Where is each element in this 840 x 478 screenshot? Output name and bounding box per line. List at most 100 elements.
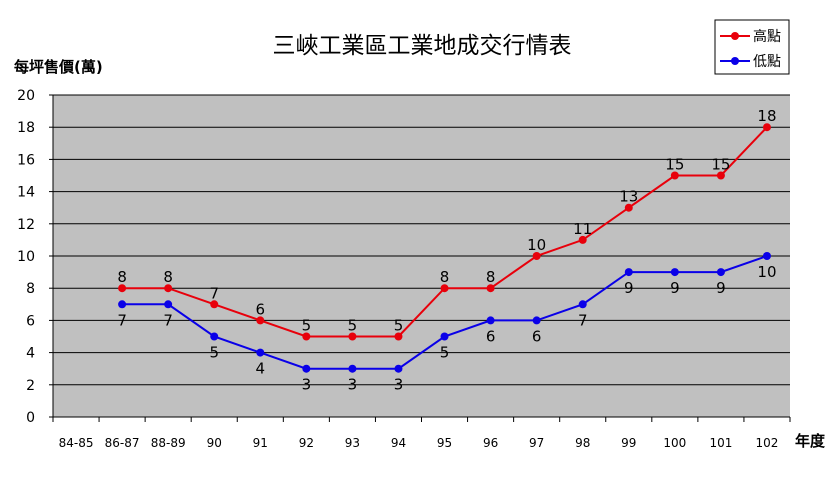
legend-box bbox=[714, 19, 790, 75]
legend-marker-low bbox=[731, 57, 739, 65]
data-label: 10 bbox=[527, 236, 546, 254]
data-point bbox=[394, 364, 403, 373]
chart-title: 三峽工業區工業地成交行情表 bbox=[273, 33, 572, 59]
x-tick-label: 88-89 bbox=[151, 436, 186, 450]
x-tick-label: 91 bbox=[253, 436, 268, 450]
y-tick-label: 10 bbox=[17, 249, 35, 265]
data-point bbox=[486, 316, 495, 325]
data-point bbox=[164, 284, 173, 293]
data-point bbox=[348, 332, 357, 341]
data-label: 8 bbox=[117, 268, 127, 286]
data-label: 15 bbox=[665, 156, 684, 174]
data-label: 8 bbox=[486, 268, 496, 286]
data-label: 7 bbox=[163, 311, 173, 329]
data-point bbox=[440, 332, 449, 341]
data-label: 6 bbox=[532, 327, 542, 345]
data-label: 11 bbox=[573, 220, 592, 238]
data-point bbox=[210, 300, 219, 309]
data-point bbox=[532, 316, 541, 325]
x-tick-label: 100 bbox=[663, 436, 686, 450]
legend-label-high: 高點 bbox=[753, 28, 781, 45]
x-tick-label: 97 bbox=[529, 436, 544, 450]
data-label: 15 bbox=[711, 156, 730, 174]
data-point bbox=[440, 284, 449, 293]
data-point bbox=[716, 171, 725, 180]
data-point bbox=[670, 268, 679, 277]
data-label: 3 bbox=[302, 376, 312, 394]
x-ticks: 84-85 86-87 88-89 90 91 92 93 94 95 96 97 98 99 100 10… bbox=[52, 417, 791, 450]
x-tick-label: 96 bbox=[483, 436, 498, 450]
y-tick-label: 14 bbox=[17, 185, 35, 201]
y-axis-label: 每坪售價(萬) bbox=[14, 58, 103, 76]
data-point bbox=[624, 268, 633, 277]
data-label: 9 bbox=[670, 279, 680, 297]
data-point bbox=[256, 316, 265, 325]
data-point bbox=[624, 203, 633, 212]
y-tick-label: 16 bbox=[17, 152, 35, 168]
x-tick-label: 101 bbox=[709, 436, 732, 450]
x-tick-label: 95 bbox=[437, 436, 452, 450]
data-point bbox=[532, 252, 541, 260]
data-point bbox=[164, 300, 173, 309]
y-tick-label: 0 bbox=[26, 410, 35, 426]
data-label: 6 bbox=[486, 327, 496, 345]
data-label: 9 bbox=[716, 279, 726, 297]
series-group: 8 8 7 6 5 5 5 8 8 10 11 13 15 15 18 7 7 5 4 3 3 3 5 6 6 7 9 9 9 10 bbox=[117, 107, 776, 394]
x-tick-label: 84-85 bbox=[59, 436, 94, 450]
x-tick-label: 92 bbox=[299, 436, 314, 450]
series-low: 7 7 5 4 3 3 3 5 6 6 7 9 9 9 10 bbox=[117, 252, 777, 394]
data-point bbox=[486, 284, 495, 293]
data-point bbox=[256, 348, 265, 357]
data-point bbox=[302, 332, 311, 341]
data-point bbox=[302, 364, 311, 373]
x-axis-label: 年度 bbox=[795, 432, 826, 450]
data-label: 7 bbox=[578, 311, 588, 329]
y-tick-label: 8 bbox=[26, 281, 35, 297]
x-tick-label: 94 bbox=[391, 436, 406, 450]
data-label: 9 bbox=[624, 279, 634, 297]
y-tick-label: 4 bbox=[26, 346, 35, 362]
legend-marker-high bbox=[731, 32, 739, 40]
y-tick-label: 12 bbox=[17, 217, 35, 233]
data-label: 5 bbox=[348, 317, 358, 335]
data-label: 5 bbox=[209, 344, 219, 362]
data-label: 7 bbox=[117, 311, 127, 329]
legend: 高點 低點 bbox=[714, 19, 790, 75]
y-tick-label: 2 bbox=[26, 378, 35, 394]
data-label: 6 bbox=[256, 300, 266, 318]
data-point bbox=[210, 332, 219, 341]
x-tick-label: 102 bbox=[756, 436, 779, 450]
y-tick-label: 20 bbox=[17, 88, 35, 104]
y-ticks: 0 2 4 6 8 10 12 14 16 18 20 bbox=[17, 88, 53, 426]
x-tick-label: 86-87 bbox=[105, 436, 140, 450]
x-tick-label: 90 bbox=[207, 436, 222, 450]
x-tick-label: 93 bbox=[345, 436, 360, 450]
data-label: 5 bbox=[394, 317, 404, 335]
data-label: 10 bbox=[757, 263, 776, 281]
data-label: 7 bbox=[209, 284, 219, 302]
series-high: 8 8 7 6 5 5 5 8 8 10 11 13 15 15 18 bbox=[117, 107, 777, 341]
data-point bbox=[118, 284, 127, 293]
data-point bbox=[762, 252, 771, 260]
data-label: 3 bbox=[348, 376, 358, 394]
x-tick-label: 99 bbox=[621, 436, 636, 450]
data-label: 5 bbox=[440, 344, 450, 362]
data-point bbox=[762, 123, 771, 132]
data-label: 8 bbox=[440, 268, 450, 286]
y-tick-label: 18 bbox=[17, 120, 35, 136]
legend-label-low: 低點 bbox=[753, 54, 781, 70]
data-label: 13 bbox=[619, 188, 638, 206]
data-point bbox=[118, 300, 127, 309]
data-label: 3 bbox=[394, 376, 404, 394]
data-label: 8 bbox=[163, 268, 173, 286]
data-point bbox=[348, 364, 357, 373]
data-label: 18 bbox=[757, 107, 776, 125]
x-tick-label: 98 bbox=[575, 436, 590, 450]
data-point bbox=[716, 268, 725, 277]
data-label: 4 bbox=[256, 360, 266, 378]
data-point bbox=[394, 332, 403, 341]
data-label: 5 bbox=[302, 317, 312, 335]
y-tick-label: 6 bbox=[26, 313, 35, 329]
data-point bbox=[578, 300, 587, 309]
